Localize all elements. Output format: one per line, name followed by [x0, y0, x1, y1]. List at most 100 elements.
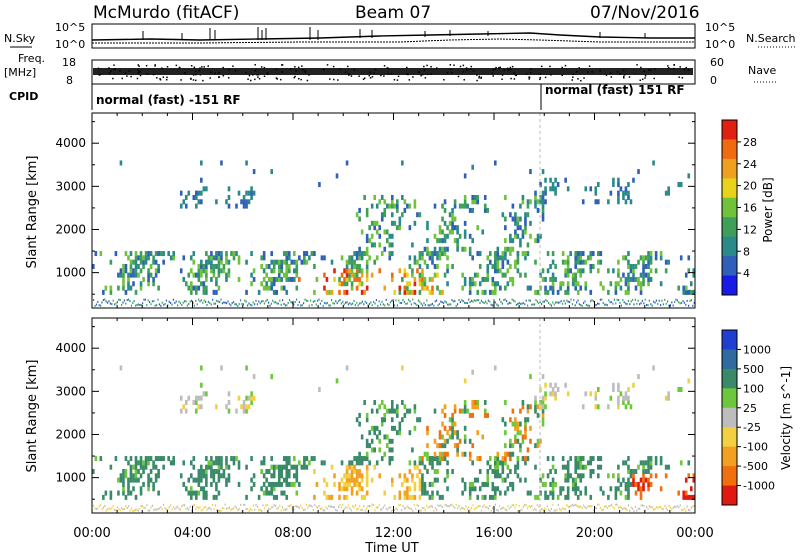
nave-point	[333, 78, 335, 81]
power-cell	[345, 272, 349, 278]
velocity-cell	[210, 473, 213, 479]
velocity-cell	[358, 481, 361, 487]
velocity-cell	[451, 430, 454, 436]
velocity-cell	[390, 404, 394, 410]
velocity-cell	[491, 486, 495, 492]
nave-point	[136, 77, 139, 80]
nave-point	[297, 66, 300, 69]
velocity-cell	[287, 473, 291, 479]
colorbar-swatch	[722, 139, 737, 160]
power-cell	[599, 298, 601, 301]
nave-point	[453, 64, 455, 66]
velocity-cell	[413, 408, 417, 414]
power-cell	[164, 303, 166, 306]
velocity-cell	[262, 481, 266, 487]
power-cell	[272, 268, 276, 274]
velocity-cell	[536, 404, 540, 410]
power-cell	[436, 263, 439, 269]
velocity-cell	[119, 365, 123, 371]
nave-point	[539, 78, 541, 81]
power-cell	[277, 302, 279, 305]
velocity-cell	[287, 481, 291, 487]
nave-point	[406, 66, 408, 69]
velocity-cell	[597, 387, 600, 393]
power-cell	[574, 276, 577, 282]
power-cell	[280, 259, 284, 265]
velocity-cell	[245, 408, 248, 414]
velocity-cell	[511, 451, 515, 457]
velocity-cell	[280, 509, 282, 512]
velocity-cell	[650, 506, 652, 509]
power-cell	[693, 301, 695, 304]
power-cell	[430, 303, 432, 306]
power-cell	[331, 299, 333, 302]
nave-point	[408, 79, 411, 81]
velocity-cell	[207, 460, 211, 466]
power-cell	[383, 207, 387, 213]
velocity-cell	[616, 503, 618, 506]
power-cell	[658, 299, 660, 302]
power-cell	[504, 285, 507, 291]
power-cell	[272, 263, 276, 269]
velocity-cell	[340, 477, 344, 483]
nave-point	[254, 64, 256, 66]
power-cell	[401, 212, 404, 218]
velocity-cell	[134, 494, 138, 500]
power-cell	[154, 259, 158, 265]
power-cell	[431, 251, 434, 257]
power-cell	[401, 301, 403, 304]
nave-point	[358, 75, 360, 77]
velocity-cell	[325, 506, 327, 509]
power-cell	[627, 251, 630, 257]
nave-point	[350, 75, 353, 77]
velocity-cell	[295, 477, 299, 483]
nave-label: Nave	[748, 64, 776, 77]
velocity-cell	[687, 378, 691, 384]
velocity-cell	[438, 504, 440, 507]
velocity-cell	[338, 486, 341, 492]
power-cell	[289, 299, 291, 302]
velocity-cell	[220, 460, 223, 466]
velocity-cell	[196, 505, 198, 508]
velocity-cell	[679, 387, 683, 393]
power-cell	[617, 177, 620, 183]
power-cell	[385, 238, 389, 244]
velocity-cell	[556, 494, 560, 500]
power-cell	[668, 304, 670, 307]
power-cell	[360, 281, 364, 287]
velocity-cell	[675, 505, 677, 508]
power-cell	[205, 251, 208, 257]
velocity-cell	[416, 464, 419, 470]
velocity-cell	[471, 369, 474, 375]
power-cell	[118, 298, 120, 301]
power-cell	[383, 246, 387, 252]
velocity-cell	[406, 494, 409, 500]
nave-point	[371, 76, 374, 78]
velocity-cell	[521, 404, 525, 410]
velocity-cell	[205, 391, 208, 397]
velocity-cell	[426, 468, 429, 474]
power-cell	[104, 285, 108, 291]
velocity-cell	[491, 468, 495, 474]
velocity-cell	[94, 507, 96, 510]
power-cell	[275, 289, 279, 295]
power-cell	[476, 199, 480, 205]
power-cell	[682, 300, 684, 303]
power-cell	[373, 225, 376, 231]
power-cell	[347, 303, 349, 306]
velocity-cell	[237, 508, 239, 511]
power-cell	[193, 304, 195, 307]
velocity-cell	[168, 506, 170, 509]
velocity-cell	[614, 490, 618, 496]
power-cell	[637, 169, 640, 175]
power-cell	[373, 259, 376, 265]
power-cell	[157, 298, 159, 301]
velocity-cell	[353, 468, 356, 474]
velocity-cell	[443, 404, 447, 410]
velocity-cell	[564, 477, 567, 483]
velocity-cell	[333, 473, 336, 479]
velocity-cell	[267, 490, 271, 496]
power-cell	[117, 272, 120, 278]
power-cell	[210, 276, 213, 282]
velocity-cell	[692, 505, 694, 508]
